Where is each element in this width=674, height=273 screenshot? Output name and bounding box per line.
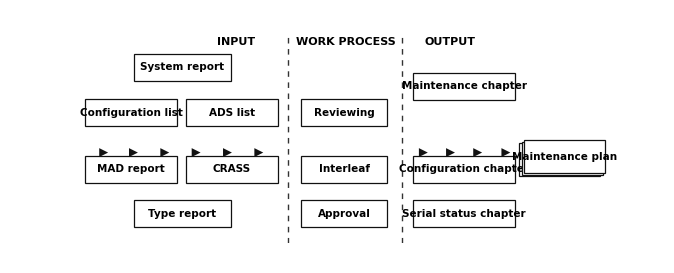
FancyBboxPatch shape [134, 200, 231, 227]
FancyBboxPatch shape [413, 73, 515, 100]
Text: Reviewing: Reviewing [313, 108, 375, 118]
FancyBboxPatch shape [186, 156, 278, 183]
FancyBboxPatch shape [522, 142, 603, 174]
FancyBboxPatch shape [524, 141, 605, 173]
Text: Configuration list: Configuration list [80, 108, 183, 118]
Text: MAD report: MAD report [97, 164, 165, 174]
Text: Approval: Approval [317, 209, 371, 219]
FancyBboxPatch shape [86, 99, 177, 126]
FancyBboxPatch shape [301, 156, 387, 183]
FancyBboxPatch shape [301, 99, 387, 126]
FancyBboxPatch shape [519, 143, 600, 176]
FancyBboxPatch shape [413, 200, 515, 227]
Text: Interleaf: Interleaf [319, 164, 369, 174]
Text: ADS list: ADS list [209, 108, 255, 118]
Text: CRASS: CRASS [213, 164, 251, 174]
Text: Serial status chapter: Serial status chapter [402, 209, 526, 219]
Text: WORK PROCESS: WORK PROCESS [296, 37, 395, 47]
FancyBboxPatch shape [413, 156, 515, 183]
Text: System report: System report [140, 63, 224, 72]
Text: Maintenance plan: Maintenance plan [512, 152, 617, 162]
FancyBboxPatch shape [86, 156, 177, 183]
Text: Maintenance chapter: Maintenance chapter [402, 81, 527, 91]
Text: Configuration chapter: Configuration chapter [399, 164, 529, 174]
Text: INPUT: INPUT [216, 37, 255, 47]
FancyBboxPatch shape [134, 54, 231, 81]
FancyBboxPatch shape [186, 99, 278, 126]
Text: OUTPUT: OUTPUT [425, 37, 475, 47]
Text: Type report: Type report [148, 209, 216, 219]
FancyBboxPatch shape [301, 200, 387, 227]
